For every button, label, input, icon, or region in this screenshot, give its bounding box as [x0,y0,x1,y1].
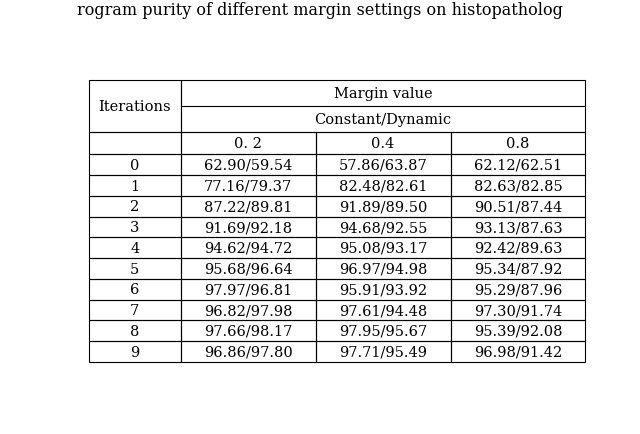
Bar [89,300,180,321]
Text: 2: 2 [130,200,140,214]
Bar [451,300,586,321]
Bar [451,155,586,176]
Text: 62.90/59.54: 62.90/59.54 [204,158,292,172]
Text: 95.39/92.08: 95.39/92.08 [474,324,562,338]
Text: 97.61/94.48: 97.61/94.48 [339,303,427,317]
Bar [180,197,316,217]
Text: 91.89/89.50: 91.89/89.50 [339,200,428,214]
Text: 62.12/62.51: 62.12/62.51 [474,158,562,172]
Bar [89,279,180,300]
Bar [180,321,316,342]
Text: 97.71/95.49: 97.71/95.49 [339,345,427,359]
Bar [180,217,316,238]
Bar [451,259,586,279]
Bar [451,321,586,342]
Bar [316,342,451,362]
Bar [180,259,316,279]
Bar [180,155,316,176]
Bar [180,80,586,132]
Bar [451,132,586,155]
Text: 97.95/95.67: 97.95/95.67 [339,324,427,338]
Bar [89,155,180,176]
Text: 91.69/92.18: 91.69/92.18 [204,220,292,234]
Bar [89,176,180,197]
Text: 87.22/89.81: 87.22/89.81 [204,200,292,214]
Text: Iterations: Iterations [99,99,171,113]
Bar [316,217,451,238]
Bar [89,197,180,217]
Bar [451,342,586,362]
Text: 94.62/94.72: 94.62/94.72 [204,241,292,255]
Bar [180,176,316,197]
Text: 0. 2: 0. 2 [234,137,262,151]
Bar [180,342,316,362]
Bar [451,238,586,259]
Bar [89,238,180,259]
Text: 95.91/93.92: 95.91/93.92 [339,283,427,297]
Bar [451,176,586,197]
Bar [89,132,180,155]
Bar [316,155,451,176]
Text: 95.34/87.92: 95.34/87.92 [474,262,562,276]
Bar [316,279,451,300]
Bar [89,259,180,279]
Text: 90.51/87.44: 90.51/87.44 [474,200,562,214]
Text: 57.86/63.87: 57.86/63.87 [339,158,428,172]
Text: 82.63/82.85: 82.63/82.85 [474,179,563,193]
Bar [316,321,451,342]
Text: 93.13/87.63: 93.13/87.63 [474,220,563,234]
Bar [316,259,451,279]
Bar [316,238,451,259]
Text: 94.68/92.55: 94.68/92.55 [339,220,428,234]
Bar [316,300,451,321]
Text: 8: 8 [130,324,140,338]
Bar [180,279,316,300]
Bar [316,176,451,197]
Text: 97.97/96.81: 97.97/96.81 [204,283,292,297]
Text: 96.97/94.98: 96.97/94.98 [339,262,428,276]
Text: 0: 0 [130,158,140,172]
Bar [316,197,451,217]
Text: 0.4: 0.4 [371,137,395,151]
Text: 97.30/91.74: 97.30/91.74 [474,303,562,317]
Text: 5: 5 [130,262,140,276]
Text: 92.42/89.63: 92.42/89.63 [474,241,562,255]
Bar [180,238,316,259]
Text: 82.48/82.61: 82.48/82.61 [339,179,428,193]
Bar [316,132,451,155]
Bar [89,217,180,238]
Bar [89,80,180,132]
Bar [451,217,586,238]
Text: 7: 7 [130,303,140,317]
Text: 1: 1 [131,179,140,193]
Text: 96.86/97.80: 96.86/97.80 [204,345,292,359]
Text: 3: 3 [130,220,140,234]
Bar [451,279,586,300]
Bar [180,132,316,155]
Text: 0.8: 0.8 [506,137,530,151]
Text: 96.98/91.42: 96.98/91.42 [474,345,562,359]
Text: 95.68/96.64: 95.68/96.64 [204,262,292,276]
Bar [451,197,586,217]
Text: 4: 4 [130,241,140,255]
Text: Constant/Dynamic: Constant/Dynamic [314,112,452,126]
Text: 96.82/97.98: 96.82/97.98 [204,303,292,317]
Text: rogram purity of different margin settings on histopatholog: rogram purity of different margin settin… [77,2,563,19]
Text: 9: 9 [130,345,140,359]
Text: 6: 6 [130,283,140,297]
Text: 97.66/98.17: 97.66/98.17 [204,324,292,338]
Text: 77.16/79.37: 77.16/79.37 [204,179,292,193]
Bar [180,300,316,321]
Bar [89,342,180,362]
Text: 95.08/93.17: 95.08/93.17 [339,241,428,255]
Bar [89,321,180,342]
Text: Margin value: Margin value [333,86,433,100]
Text: 95.29/87.96: 95.29/87.96 [474,283,562,297]
